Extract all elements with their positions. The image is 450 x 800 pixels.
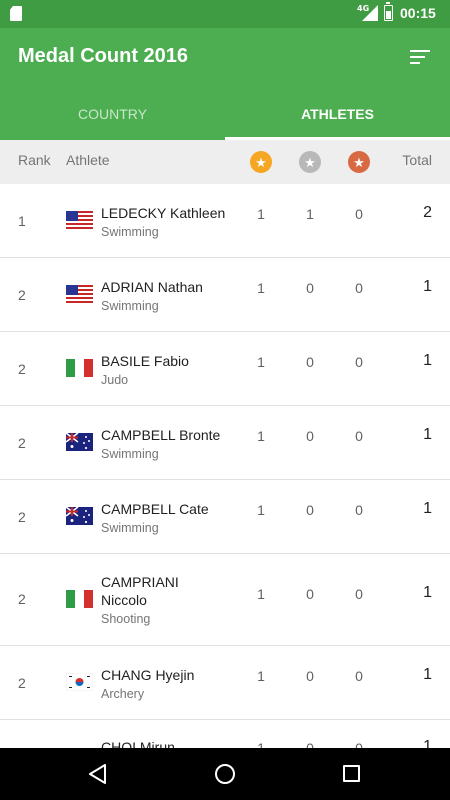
usa-flag-icon — [66, 211, 93, 229]
row-rank: 2 — [18, 287, 26, 303]
status-time: 00:15 — [400, 5, 436, 21]
table-row[interactable]: CHOI Mirun 1 0 0 1 — [0, 720, 450, 748]
silver-count: 0 — [306, 428, 314, 444]
sort-icon[interactable] — [410, 47, 434, 67]
total-count: 1 — [423, 352, 432, 369]
italy-flag-icon — [66, 359, 93, 377]
athlete-name: CHANG Hyejin — [101, 667, 195, 683]
silver-medal-icon[interactable]: ★ — [299, 151, 321, 173]
bronze-count: 0 — [355, 668, 363, 684]
usa-flag-icon — [66, 285, 93, 303]
silver-count: 0 — [306, 586, 314, 602]
bronze-count: 0 — [355, 428, 363, 444]
total-count: 1 — [423, 278, 432, 295]
header-rank: Rank — [18, 152, 51, 168]
athlete-sport: Judo — [101, 373, 129, 387]
silver-count: 0 — [306, 354, 314, 370]
silver-count: 0 — [306, 280, 314, 296]
gold-count: 1 — [257, 586, 265, 602]
total-count: 1 — [423, 738, 432, 748]
table-row[interactable]: 1 LEDECKY Kathleen Swimming 1 1 0 2 — [0, 184, 450, 258]
gold-medal-icon[interactable]: ★ — [250, 151, 272, 173]
athlete-name: BASILE Fabio — [101, 353, 189, 369]
battery-icon — [384, 2, 393, 21]
table-row[interactable]: 2 CHANG Hyejin Archery 1 0 0 1 — [0, 646, 450, 720]
home-icon[interactable] — [215, 764, 235, 784]
silver-count: 0 — [306, 502, 314, 518]
bronze-medal-icon[interactable]: ★ — [348, 151, 370, 173]
table-row[interactable]: 2 CAMPBELL Bronte Swimming 1 0 0 1 — [0, 406, 450, 480]
italy-flag-icon — [66, 590, 93, 608]
total-count: 1 — [423, 500, 432, 517]
app-bar: Medal Count 2016 COUNTRY ATHLETES — [0, 28, 450, 140]
status-bar: 4G 00:15 — [0, 0, 450, 28]
bronze-count: 0 — [355, 354, 363, 370]
athlete-sport: Swimming — [101, 225, 159, 239]
athlete-sport: Swimming — [101, 299, 159, 313]
athlete-name: ADRIAN Nathan — [101, 279, 203, 295]
gold-count: 1 — [257, 354, 265, 370]
header-total: Total — [402, 152, 432, 168]
total-count: 2 — [423, 204, 432, 221]
gold-count: 1 — [257, 668, 265, 684]
back-icon[interactable] — [88, 764, 108, 784]
athlete-name: CAMPBELL Cate — [101, 501, 209, 517]
gold-count: 1 — [257, 280, 265, 296]
athlete-sport: Swimming — [101, 521, 159, 535]
table-header: Rank Athlete ★ ★ ★ Total — [0, 140, 450, 184]
silver-count: 1 — [306, 206, 314, 222]
athlete-sport: Archery — [101, 687, 145, 701]
silver-count: 0 — [306, 740, 314, 748]
gold-count: 1 — [257, 740, 265, 748]
table-row[interactable]: 2 CAMPRIANI Niccolo Shooting 1 0 0 1 — [0, 554, 450, 646]
bronze-count: 0 — [355, 586, 363, 602]
bronze-count: 0 — [355, 280, 363, 296]
network-type: 4G — [357, 4, 370, 13]
table-row[interactable]: 2 CAMPBELL Cate Swimming 1 0 0 1 — [0, 480, 450, 554]
recents-icon[interactable] — [343, 765, 360, 782]
row-rank: 2 — [18, 435, 26, 451]
row-rank: 2 — [18, 675, 26, 691]
table-row[interactable]: 2 BASILE Fabio Judo 1 0 0 1 — [0, 332, 450, 406]
athlete-sport: Swimming — [101, 447, 159, 461]
australia-flag-icon — [66, 507, 93, 525]
korea-flag-icon — [66, 673, 93, 691]
athlete-name: CAMPBELL Bronte — [101, 427, 221, 443]
tab-indicator — [225, 137, 450, 140]
athlete-list[interactable]: 1 LEDECKY Kathleen Swimming 1 1 0 2 2 AD… — [0, 184, 450, 748]
row-rank: 1 — [18, 213, 26, 229]
row-rank: 2 — [18, 361, 26, 377]
total-count: 1 — [423, 584, 432, 601]
silver-count: 0 — [306, 668, 314, 684]
gold-count: 1 — [257, 428, 265, 444]
gold-count: 1 — [257, 502, 265, 518]
athlete-name: CAMPRIANI Niccolo — [101, 574, 179, 608]
header-athlete: Athlete — [66, 152, 110, 168]
australia-flag-icon — [66, 433, 93, 451]
total-count: 1 — [423, 666, 432, 683]
bronze-count: 0 — [355, 502, 363, 518]
bronze-count: 0 — [355, 206, 363, 222]
navigation-bar — [0, 748, 450, 800]
sd-card-icon — [10, 6, 22, 21]
bronze-count: 0 — [355, 740, 363, 748]
row-rank: 2 — [18, 509, 26, 525]
total-count: 1 — [423, 426, 432, 443]
gold-count: 1 — [257, 206, 265, 222]
athlete-name: CHOI Mirun — [101, 739, 175, 748]
athlete-name: LEDECKY Kathleen — [101, 205, 226, 221]
signal-icon — [362, 5, 378, 21]
athlete-sport: Shooting — [101, 612, 151, 626]
row-rank: 2 — [18, 591, 26, 607]
app-title: Medal Count 2016 — [18, 45, 189, 67]
tab-athletes[interactable]: ATHLETES — [301, 106, 374, 122]
table-row[interactable]: 2 ADRIAN Nathan Swimming 1 0 0 1 — [0, 258, 450, 332]
tab-country[interactable]: COUNTRY — [78, 106, 147, 122]
